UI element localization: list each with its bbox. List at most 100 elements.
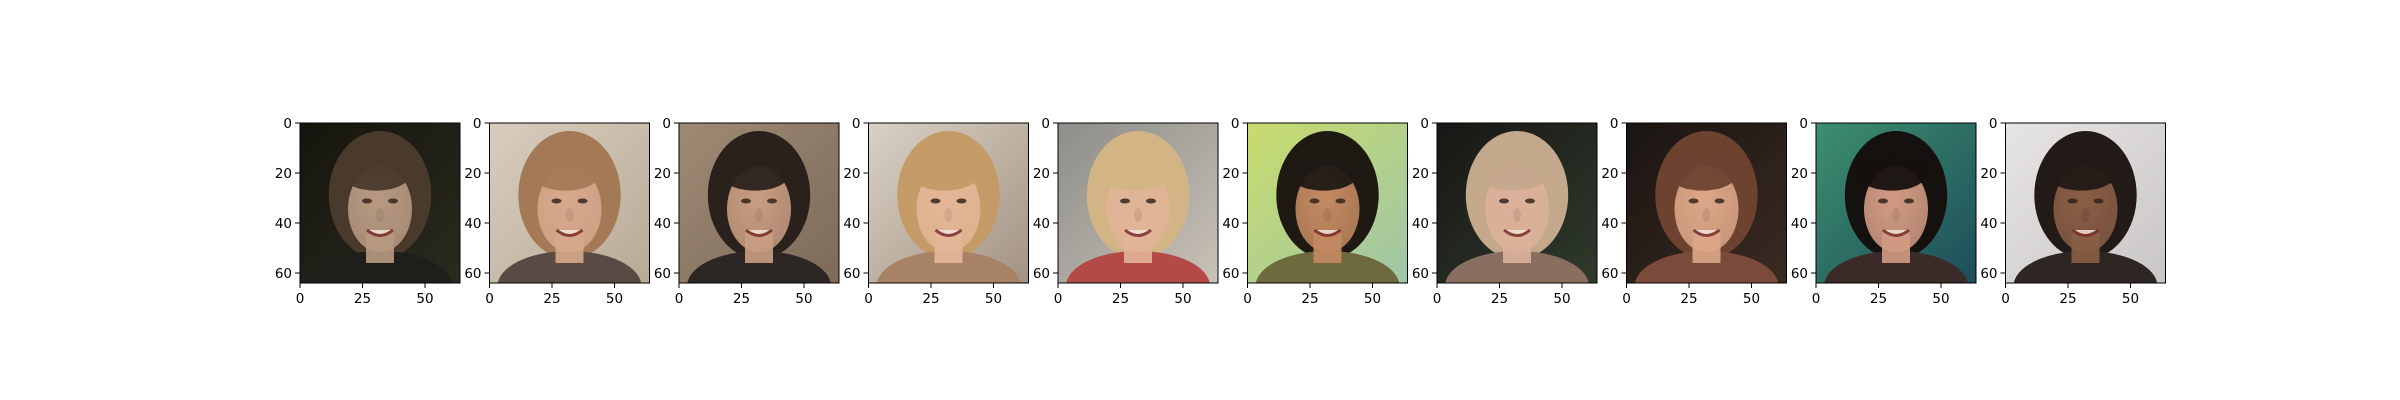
y-tick-label: 20: [1222, 166, 1239, 182]
x-tick-label: 25: [1112, 291, 1129, 307]
clothing-shape: [1255, 251, 1400, 283]
x-tick-label: 50: [795, 291, 812, 307]
clothing-shape: [876, 251, 1021, 283]
axes-frame: [1247, 122, 1408, 284]
y-tick-label: 60: [1412, 266, 1429, 282]
y-tick-label: 20: [1980, 166, 1997, 182]
y-tick-label: 20: [843, 166, 860, 182]
image-panel: 0 25 50 0 20 40 60: [1980, 116, 2166, 307]
face-image: [300, 123, 460, 283]
axes-frame: [299, 122, 461, 284]
x-tick-label: 50: [1932, 291, 1949, 307]
y-tick-label: 60: [1791, 266, 1808, 282]
y-tick-label: 60: [654, 266, 671, 282]
clothing-shape: [1066, 251, 1210, 283]
y-tick-label: 20: [1601, 166, 1618, 182]
x-tick-label: 50: [1364, 291, 1381, 307]
y-tick-label: 40: [1601, 216, 1618, 232]
x-tick-label: 50: [985, 291, 1002, 307]
y-tick-label: 20: [1033, 166, 1050, 182]
x-tick-label: 0: [1812, 291, 1821, 307]
face-image: [489, 123, 650, 283]
x-tick-label: 25: [922, 291, 939, 307]
y-tick-label: 20: [275, 166, 292, 182]
axes-frame: [678, 122, 840, 284]
y-tick-label: 0: [662, 116, 671, 132]
y-tick-label: 0: [283, 116, 292, 132]
clothing-shape: [497, 251, 642, 283]
x-tick-label: 0: [675, 291, 684, 307]
x-tick-label: 0: [1243, 291, 1252, 307]
x-tick-label: 50: [416, 291, 433, 307]
y-tick-label: 40: [1412, 216, 1429, 232]
y-tick-label: 40: [843, 216, 860, 232]
y-tick-label: 60: [1601, 266, 1618, 282]
axes-frame: [489, 122, 650, 284]
image-panel: 0 25 50 0 20 40 60: [1791, 116, 1977, 307]
x-tick-label: 25: [733, 291, 750, 307]
y-tick-label: 40: [654, 216, 671, 232]
x-tick-label: 25: [543, 291, 560, 307]
y-tick-label: 60: [1033, 266, 1050, 282]
axes-frame: [1057, 122, 1219, 284]
face-image: [868, 123, 1029, 283]
clothing-shape: [308, 251, 452, 283]
y-tick-label: 40: [1033, 216, 1050, 232]
clothing-shape: [1634, 251, 1779, 283]
y-tick-label: 0: [1420, 116, 1429, 132]
image-panel: 0 25 50 0 20 40 60: [275, 116, 461, 307]
image-panel: 0 25 50 0 20 40 60: [654, 116, 840, 307]
y-tick-label: 0: [1231, 116, 1240, 132]
y-tick-label: 20: [1791, 166, 1808, 182]
x-tick-label: 25: [1491, 291, 1508, 307]
y-tick-label: 40: [1980, 216, 1997, 232]
axes-frame: [1815, 122, 1977, 284]
image-panel: 0 25 50 0 20 40 60: [1222, 116, 1408, 307]
face-image: [1437, 123, 1597, 283]
y-tick-label: 60: [1980, 266, 1997, 282]
clothing-shape: [2013, 251, 2158, 283]
x-tick-label: 0: [1433, 291, 1442, 307]
x-tick-label: 50: [1743, 291, 1760, 307]
x-tick-label: 50: [606, 291, 623, 307]
axes-frame: [2005, 122, 2166, 284]
clothing-shape: [687, 251, 831, 283]
y-tick-label: 40: [464, 216, 481, 232]
y-tick-label: 0: [473, 116, 482, 132]
x-tick-label: 25: [1870, 291, 1887, 307]
face-image: [1058, 123, 1218, 283]
y-tick-label: 0: [1610, 116, 1619, 132]
clothing-shape: [1445, 251, 1589, 283]
image-panel: 0 25 50 0 20 40 60: [1033, 116, 1219, 307]
x-tick-label: 50: [2122, 291, 2139, 307]
image-panel: 0 25 50 0 20 40 60: [1601, 116, 1787, 307]
image-panel: 0 25 50 0 20 40 60: [843, 116, 1029, 307]
face-image: [1816, 123, 1976, 283]
x-tick-label: 0: [485, 291, 494, 307]
y-tick-label: 60: [1222, 266, 1239, 282]
x-tick-label: 0: [1054, 291, 1063, 307]
y-tick-label: 40: [1222, 216, 1239, 232]
x-tick-label: 0: [1622, 291, 1631, 307]
x-tick-label: 0: [864, 291, 873, 307]
face-image: [1626, 123, 1787, 283]
y-tick-label: 60: [464, 266, 481, 282]
face-image: [2005, 123, 2166, 283]
y-tick-label: 0: [1041, 116, 1050, 132]
face-image: [679, 123, 839, 283]
x-tick-label: 0: [296, 291, 305, 307]
x-tick-label: 25: [2059, 291, 2076, 307]
face-image: [1247, 123, 1408, 283]
y-tick-label: 20: [654, 166, 671, 182]
y-tick-label: 40: [1791, 216, 1808, 232]
x-tick-label: 50: [1174, 291, 1191, 307]
y-tick-label: 0: [1989, 116, 1998, 132]
axes-frame: [868, 122, 1029, 284]
image-panel: 0 25 50 0 20 40 60: [1412, 116, 1598, 307]
axes-frame: [1626, 122, 1787, 284]
y-tick-label: 60: [843, 266, 860, 282]
axes-frame: [1436, 122, 1598, 284]
y-tick-label: 0: [852, 116, 861, 132]
